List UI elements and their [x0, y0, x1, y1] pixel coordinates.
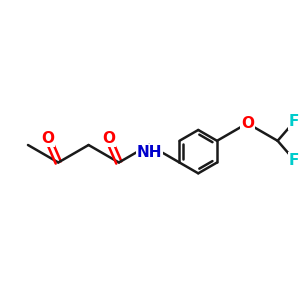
- Text: NH: NH: [136, 145, 162, 160]
- Text: O: O: [41, 131, 54, 146]
- Text: O: O: [102, 131, 115, 146]
- Text: F: F: [289, 152, 299, 167]
- Text: O: O: [241, 116, 254, 131]
- Text: F: F: [289, 114, 299, 129]
